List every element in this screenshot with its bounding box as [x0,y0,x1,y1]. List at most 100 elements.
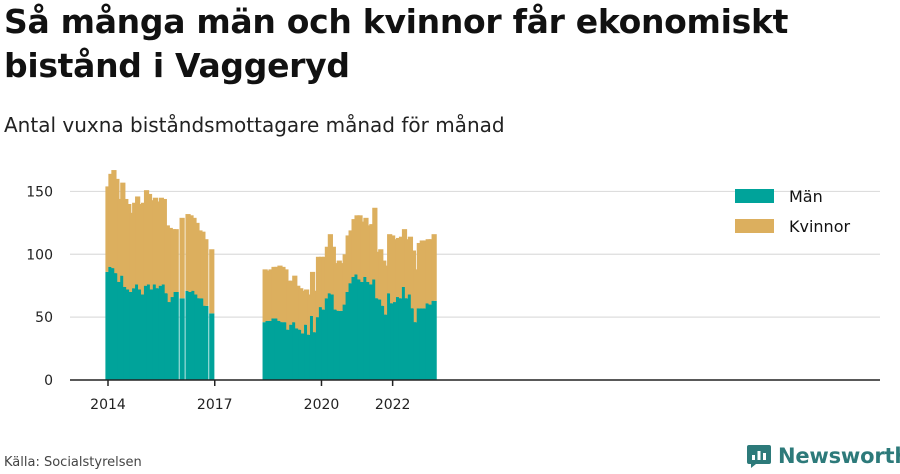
bar-kvinnor [209,249,215,314]
bar-kvinnor [298,288,304,330]
bar-men [146,284,153,380]
bar-kvinnor [126,204,132,290]
bar-men [277,320,283,380]
newsworthy-logo-icon [747,445,771,468]
bar-kvinnor [164,225,170,294]
bar-men [366,281,372,380]
bar-kvinnor [413,269,419,323]
bar-men [428,304,434,380]
brand[interactable]: Newsworthy [746,443,900,469]
bar-men [111,268,117,380]
bar-men [321,309,328,380]
bar-men [179,298,185,380]
bar-kvinnor [363,217,369,277]
bar-men [289,324,295,380]
bar-men [351,276,357,380]
bar-kvinnor [309,271,316,316]
bar-kvinnor [194,222,200,295]
bar-men [265,320,271,380]
bar-men [301,333,307,380]
bar-men [395,297,402,380]
bar-kvinnor [155,201,162,289]
bar-kvinnor [393,239,399,303]
bar-kvinnor [304,289,310,325]
bar-kvinnor [114,178,120,274]
bar-men [318,307,325,380]
bar-kvinnor [283,269,289,323]
bar-men [274,318,280,380]
bar-kvinnor [339,263,345,311]
bar-men [155,288,162,380]
legend-swatch-kvinnor [735,219,774,233]
bar-men [283,322,289,380]
bar-kvinnor [143,190,150,286]
bar-men [164,293,170,380]
bar-men [280,322,286,380]
bar-men [312,332,319,380]
legend-label-men: Män [789,187,823,206]
bar-men [309,315,316,380]
bar-men [387,293,393,380]
bar-men [140,294,147,380]
bar-men [348,283,354,380]
bar-men [369,284,375,380]
bar-kvinnor [117,198,123,282]
bar-kvinnor [327,234,333,294]
bar-men [431,300,437,380]
bar-men [295,328,301,380]
bar-men [262,322,268,380]
bar-men [407,294,414,380]
bar-men [404,298,411,380]
bar-men [126,289,132,380]
y-tick-label: 150 [26,184,53,200]
bar-men [419,308,425,380]
bar-kvinnor [108,173,114,267]
y-tick-label: 50 [35,310,53,326]
bar-men [200,298,206,380]
bar-men [149,289,156,380]
bar-men [292,322,298,380]
bar-kvinnor [315,256,322,318]
bar-kvinnor [354,215,360,275]
bar-kvinnor [366,225,372,282]
bar-kvinnor [111,170,117,269]
bar-kvinnor [170,229,176,298]
bar-kvinnor [407,236,414,295]
bar-men [381,305,387,380]
bar-kvinnor [345,235,351,292]
bar-kvinnor [161,198,167,285]
bar-men [188,292,194,380]
bar-men [120,275,126,380]
bar-men [203,305,209,380]
bar-kvinnor [185,214,191,291]
bar-kvinnor [132,202,138,289]
bar-kvinnor [428,239,434,305]
bar-men [271,318,277,380]
bar-men [173,292,179,380]
legend: Män Kvinnor [735,187,850,236]
bar-men [135,284,141,380]
bar-kvinnor [357,215,363,280]
bar-kvinnor [138,204,144,290]
bar-kvinnor [295,285,301,329]
bar-kvinnor [369,224,375,285]
legend-swatch-men [735,189,774,203]
bar-men [298,329,304,380]
bar-men [307,334,313,380]
bar-kvinnor [381,260,387,306]
bar-men [413,322,419,380]
bar-men [170,297,176,380]
bar-kvinnor [262,269,268,323]
bar-men [123,286,129,380]
bar-men [372,279,378,380]
legend-label-kvinnor: Kvinnor [789,217,850,236]
bar-kvinnor [167,227,173,303]
bar-men [286,329,292,380]
bar-kvinnor [268,269,274,321]
bar-kvinnor [318,256,325,308]
bar-men [209,313,215,380]
bar-men [185,290,191,380]
bar-kvinnor [135,196,141,285]
bar-men [422,308,428,380]
